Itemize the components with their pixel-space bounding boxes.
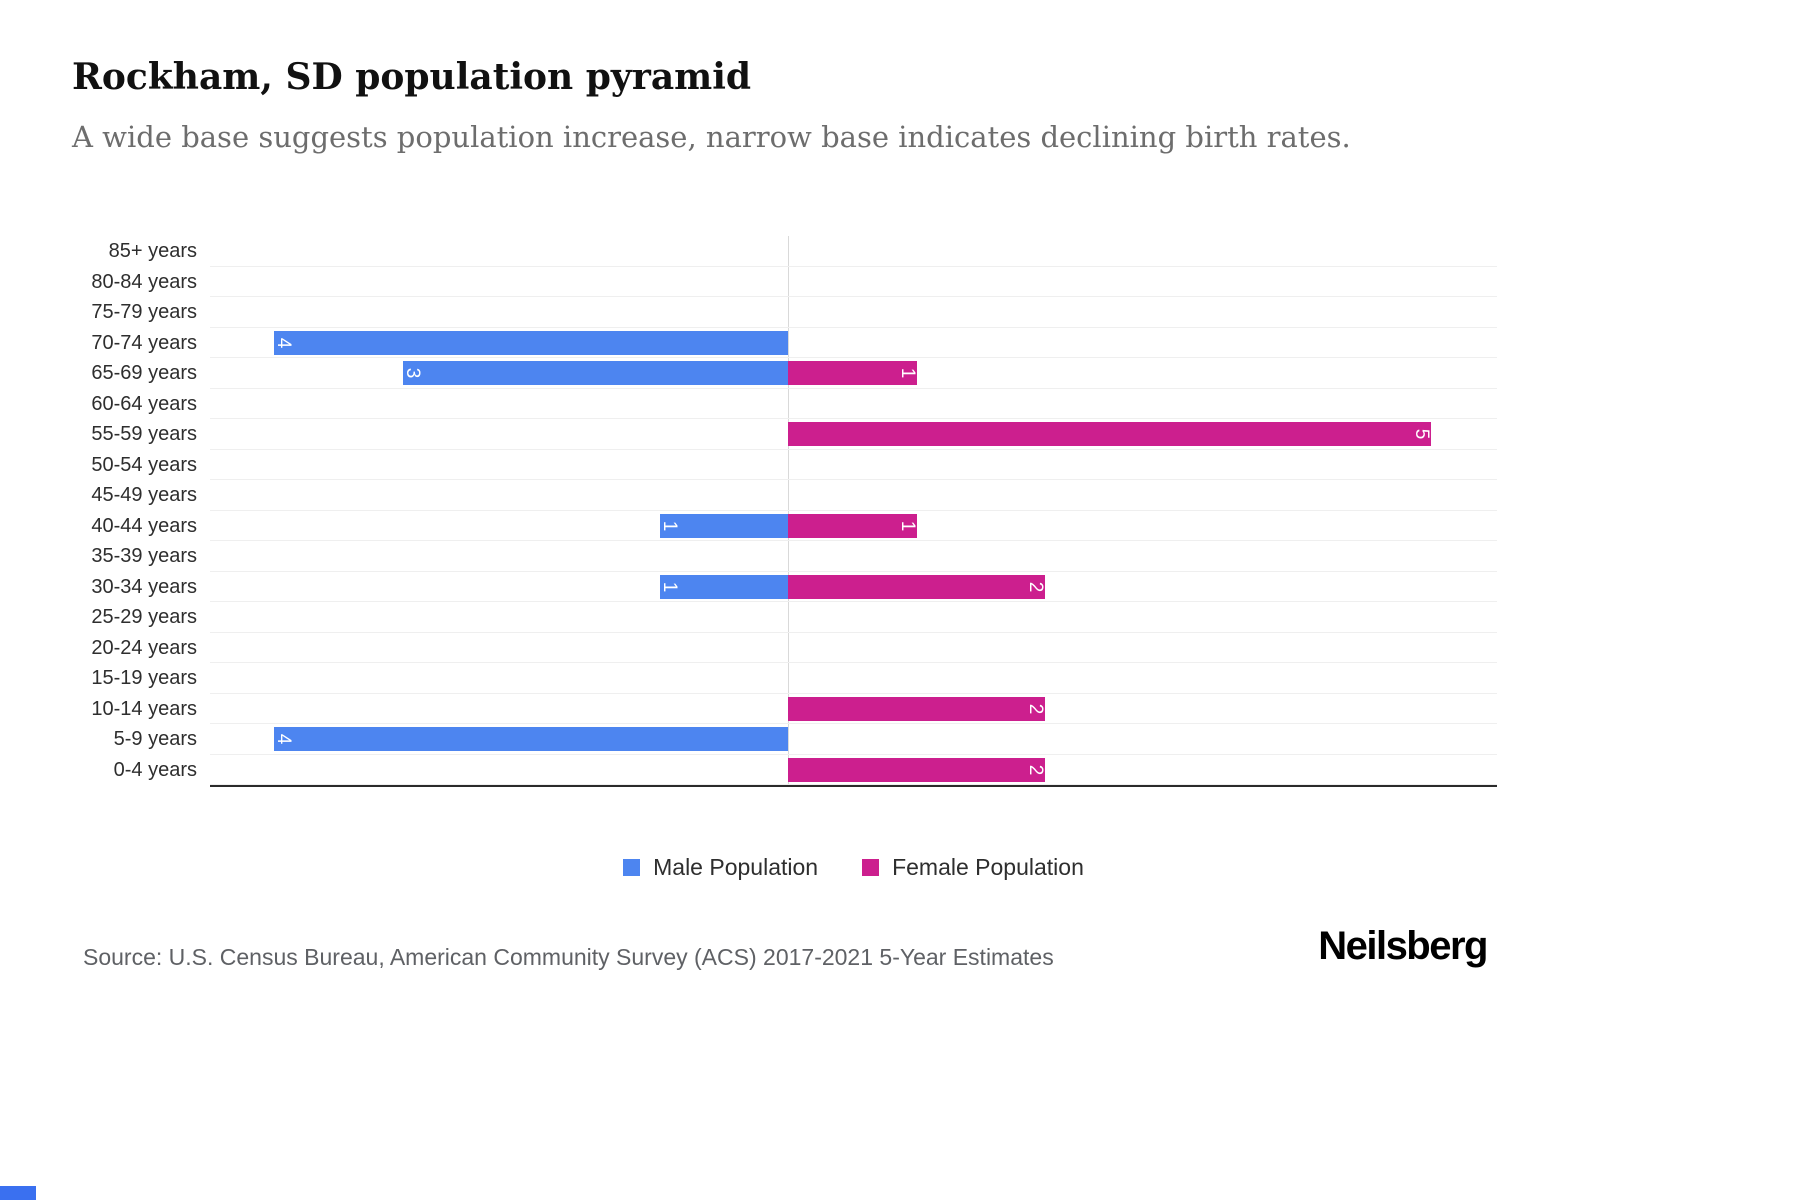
male-bar[interactable]: 1 [658, 574, 788, 599]
male-bar[interactable]: 1 [658, 513, 788, 538]
y-axis-label: 15-19 years [91, 667, 197, 689]
bar-value-label: 1 [896, 367, 918, 379]
y-axis-label: 70-74 years [91, 331, 197, 354]
age-row: 30-34 years 1 2 [72, 572, 1497, 602]
center-gridline [788, 236, 789, 785]
chart-rows: 85+ years 80-84 years 75-79 years 70-74 yea… [72, 236, 1497, 785]
row-plot-area [210, 633, 1497, 663]
age-row: 55-59 years 5 [72, 419, 1497, 450]
age-row: 10-14 years 2 [72, 694, 1497, 724]
age-row: 60-64 years [72, 389, 1497, 419]
row-plot-area [210, 236, 1497, 267]
row-plot-area [210, 541, 1497, 572]
age-row: 5-9 years 4 [72, 724, 1497, 755]
bar-value-label: 2 [1025, 581, 1047, 592]
age-row: 50-54 years [72, 450, 1497, 480]
female-bar[interactable]: 2 [788, 574, 1047, 599]
y-axis-label: 35-39 years [91, 545, 197, 567]
row-plot-area: 4 [210, 724, 1497, 755]
age-row: 40-44 years 1 1 [72, 511, 1497, 541]
age-row: 35-39 years [72, 541, 1497, 572]
y-axis-label: 55-59 years [91, 423, 197, 445]
y-axis-label: 80-84 years [91, 270, 197, 293]
y-axis-label: 50-54 years [91, 453, 197, 476]
age-row: 0-4 years 2 [72, 755, 1497, 785]
legend-item-male: Male Population [623, 854, 818, 881]
female-legend-swatch [862, 859, 880, 876]
y-axis-label: 85+ years [108, 240, 197, 262]
age-row: 85+ years [72, 236, 1497, 267]
source-attribution: Source: U.S. Census Bureau, American Com… [83, 944, 1054, 970]
male-bar[interactable]: 4 [272, 330, 788, 355]
bar-value-label: 4 [272, 733, 294, 745]
y-axis-label: 0-4 years [113, 758, 197, 781]
bottom-blue-strip [0, 1186, 36, 1200]
row-plot-area [210, 389, 1497, 419]
male-legend-swatch [623, 859, 641, 876]
age-row: 20-24 years [72, 633, 1497, 663]
row-plot-area [210, 480, 1497, 511]
population-pyramid-chart: 85+ years 80-84 years 75-79 years 70-74 yea… [72, 236, 1497, 785]
age-row: 45-49 years [72, 480, 1497, 511]
y-axis-label: 65-69 years [91, 362, 197, 384]
age-row: 65-69 years 3 1 [72, 358, 1497, 389]
x-axis-line [210, 785, 1497, 787]
row-plot-area [210, 450, 1497, 480]
age-row: 15-19 years [72, 663, 1497, 694]
female-bar[interactable]: 2 [788, 696, 1047, 721]
age-row: 80-84 years [72, 267, 1497, 297]
age-row: 75-79 years [72, 297, 1497, 328]
bar-value-label: 5 [1410, 428, 1432, 440]
bar-value-label: 2 [1025, 703, 1047, 714]
chart-legend: Male Population Female Population [210, 854, 1497, 881]
bar-value-label: 2 [1025, 764, 1047, 775]
female-bar[interactable]: 1 [788, 361, 918, 385]
neilsberg-logo: Neilsberg [1318, 924, 1488, 968]
male-bar[interactable]: 4 [272, 727, 788, 751]
row-plot-area: 2 [210, 755, 1497, 785]
row-plot-area [210, 602, 1497, 633]
y-axis-label: 30-34 years [91, 575, 197, 598]
male-legend-label: Male Population [653, 854, 819, 880]
female-bar[interactable]: 1 [788, 513, 918, 538]
row-plot-area: 2 [210, 694, 1497, 724]
bar-value-label: 1 [658, 520, 680, 531]
y-axis-label: 20-24 years [91, 636, 197, 659]
y-axis-label: 10-14 years [91, 697, 197, 720]
y-axis-label: 75-79 years [91, 301, 197, 323]
row-plot-area [210, 297, 1497, 328]
row-plot-area [210, 663, 1497, 694]
page-title: Rockham, SD population pyramid [72, 56, 752, 98]
row-plot-area [210, 267, 1497, 297]
bar-value-label: 4 [272, 337, 294, 348]
bar-value-label: 1 [896, 520, 918, 531]
y-axis-label: 45-49 years [91, 484, 197, 506]
male-bar[interactable]: 3 [401, 361, 788, 385]
page-subtitle: A wide base suggests population increase… [72, 120, 1351, 154]
female-legend-label: Female Population [892, 854, 1084, 880]
bar-value-label: 3 [401, 367, 423, 379]
age-row: 25-29 years [72, 602, 1497, 633]
row-plot-area: 5 [210, 419, 1497, 450]
y-axis-label: 25-29 years [91, 606, 197, 628]
row-plot-area: 4 [210, 328, 1497, 358]
y-axis-label: 5-9 years [113, 728, 197, 750]
y-axis-label: 60-64 years [91, 392, 197, 415]
female-bar[interactable]: 2 [788, 757, 1047, 782]
legend-item-female: Female Population [862, 854, 1084, 881]
age-row: 70-74 years 4 [72, 328, 1497, 358]
y-axis-label: 40-44 years [91, 514, 197, 537]
female-bar[interactable]: 5 [788, 422, 1432, 446]
bar-value-label: 1 [658, 581, 680, 592]
